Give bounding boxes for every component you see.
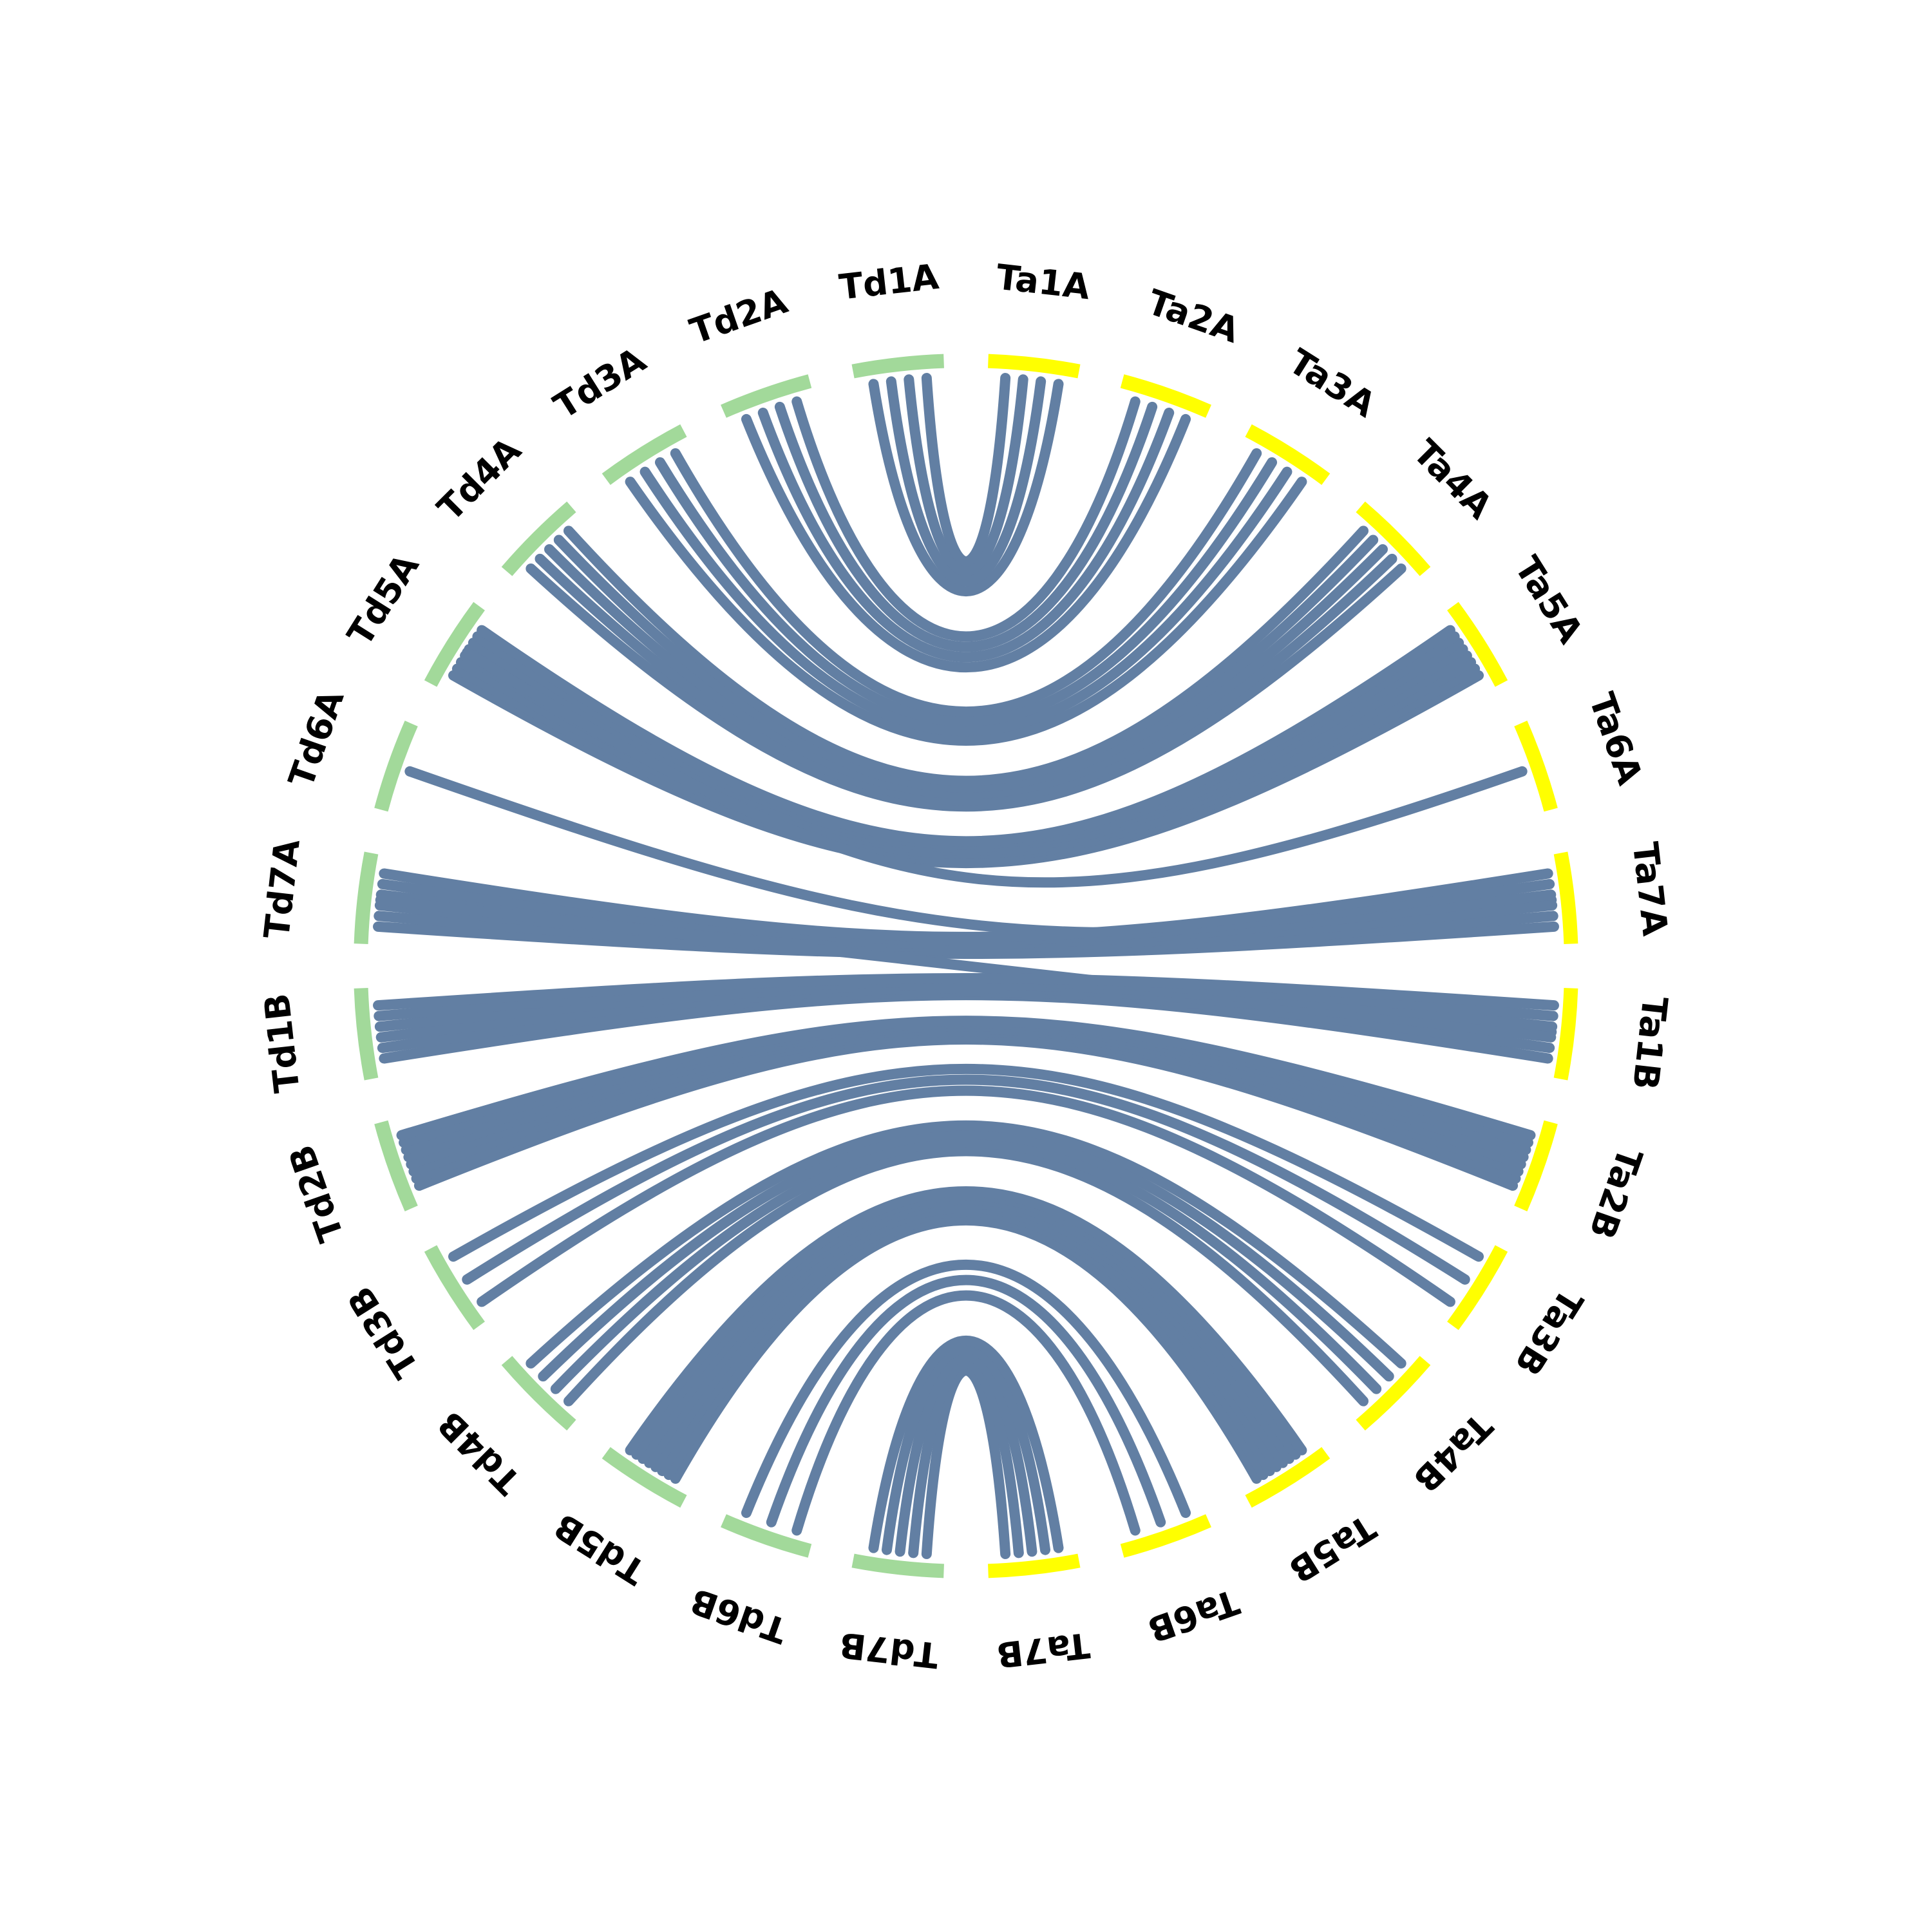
link-td1b-ta1b [373, 973, 1559, 1011]
link-td1a-ta1a [868, 379, 1064, 597]
segment-ta6b [1120, 1514, 1211, 1558]
link-td2a-ta2a [741, 413, 1191, 673]
segment-label-td4b: Td4B [430, 1403, 529, 1502]
segment-label-td2b: Td2B [281, 1140, 352, 1247]
link-td3a-ta3a [625, 477, 1307, 746]
segment-ta5a [1447, 601, 1508, 687]
segment-label-ta7b: Ta7B [994, 1625, 1092, 1676]
link-td3b-ta3b [477, 1085, 1455, 1307]
segment-td7a [354, 851, 379, 944]
segment-label-ta6a: Ta6A [1581, 688, 1651, 790]
segment-label-td7b: Td7B [837, 1624, 940, 1676]
segment-td6b [721, 1514, 812, 1558]
link-td7b-ta7b [895, 1350, 1037, 1557]
segment-td1a [851, 354, 944, 379]
link-td2a-ta2a [757, 408, 1175, 663]
segment-label-ta6b: Ta6B [1142, 1581, 1244, 1650]
link-td4a-ta4a [553, 535, 1379, 793]
segment-ta3b [1447, 1245, 1508, 1331]
link-td5a-ta6a [462, 647, 1528, 888]
segment-td3b [424, 1245, 485, 1331]
segment-label-td6b: Td6B [685, 1580, 792, 1651]
link-td4b-ta4b [563, 1146, 1369, 1406]
link-td1a-ta1a [921, 373, 1011, 567]
segment-td4a [501, 501, 576, 576]
link-td4b-ta4b [526, 1120, 1406, 1369]
segment-label-ta2b: Ta2B [1581, 1142, 1650, 1244]
link-td1a-ta1a [904, 374, 1028, 576]
links-layer [373, 373, 1559, 1559]
segment-label-ta4a: Ta4A [1405, 431, 1501, 527]
link-td3a-ta3a [654, 457, 1278, 727]
link-td4b-ta4b [538, 1128, 1394, 1382]
segment-label-td2a: Td2A [685, 281, 792, 352]
segment-td2a [721, 374, 812, 418]
segment-label-td5a: Td5A [339, 547, 427, 653]
segment-ta4a [1356, 501, 1431, 576]
segment-td2b [374, 1120, 418, 1211]
segment-label-ta7a: Ta7A [1625, 840, 1676, 938]
segment-td3a [601, 424, 687, 485]
segment-label-td3a: Td3A [547, 339, 653, 427]
segment-td6a [374, 721, 418, 812]
segment-td7b [851, 1553, 944, 1578]
link-td4b-ta4b [550, 1137, 1382, 1394]
link-td4a-ta4a [535, 553, 1397, 806]
segment-label-td1b: Td1B [256, 992, 308, 1095]
segment-label-td6a: Td6A [281, 685, 352, 792]
segment-td5b [601, 1447, 687, 1508]
segment-label-td3b: Td3B [339, 1280, 426, 1385]
segments-layer [354, 354, 1578, 1578]
link-td1a-ta1a [886, 376, 1046, 587]
segment-label-td1a: Td1A [837, 256, 941, 308]
link-td3a-ta3a [639, 466, 1293, 737]
link-td7b-ta7b [881, 1343, 1051, 1555]
segment-label-ta2a: Ta2A [1142, 281, 1245, 351]
link-td7b-ta7b [868, 1335, 1064, 1553]
link-td5a-ta5a [477, 625, 1455, 847]
segment-label-ta1a: Ta1A [994, 256, 1092, 307]
segment-ta6a [1514, 721, 1558, 812]
link-td5b-ta5b [625, 1186, 1307, 1455]
link-td6b-ta6b [766, 1274, 1166, 1528]
link-td4a-ta4a [563, 526, 1369, 786]
segment-label-ta3b: Ta3B [1507, 1282, 1591, 1383]
segment-ta7a [1553, 851, 1578, 944]
segment-label-ta1b: Ta1B [1625, 994, 1676, 1092]
link-td3b-ta3b [448, 1064, 1484, 1262]
segment-ta7b [988, 1553, 1081, 1578]
link-td7a-ta7a [379, 868, 1553, 942]
segment-ta1a [988, 354, 1081, 379]
link-td7b-ta7b [921, 1365, 1011, 1559]
segment-label-ta3a: Ta3A [1282, 341, 1383, 426]
segment-label-td7a: Td7A [256, 837, 308, 941]
segment-label-ta5a: Ta5A [1507, 549, 1591, 650]
segment-label-td4a: Td4A [430, 430, 529, 529]
link-td3a-ta3a [670, 448, 1262, 717]
segment-td5a [424, 601, 485, 687]
segment-label-ta4b: Ta4B [1405, 1405, 1500, 1500]
link-td6b-ta6b [791, 1290, 1141, 1536]
segment-ta2b [1514, 1120, 1558, 1211]
link-td7b-ta7b [908, 1358, 1024, 1558]
link-td2a-ta2a [774, 401, 1158, 652]
link-td2b-ta2b [396, 1016, 1536, 1141]
link-td4a-ta4a [544, 544, 1388, 799]
link-td2a-ta2a [791, 396, 1141, 642]
link-td3b-ta3b [462, 1074, 1470, 1285]
segment-label-td5b: Td5B [547, 1505, 652, 1592]
segment-label-ta5b: Ta5B [1282, 1507, 1383, 1591]
segment-ta3a [1245, 424, 1331, 485]
segment-ta4b [1356, 1356, 1431, 1431]
link-td6b-ta6b [741, 1259, 1191, 1519]
segment-ta5b [1245, 1447, 1331, 1508]
link-td4a-ta4a [526, 563, 1406, 812]
segment-td1b [354, 988, 379, 1081]
segment-td4b [501, 1356, 576, 1431]
segment-ta1b [1553, 988, 1578, 1081]
segment-ta2a [1120, 374, 1211, 418]
